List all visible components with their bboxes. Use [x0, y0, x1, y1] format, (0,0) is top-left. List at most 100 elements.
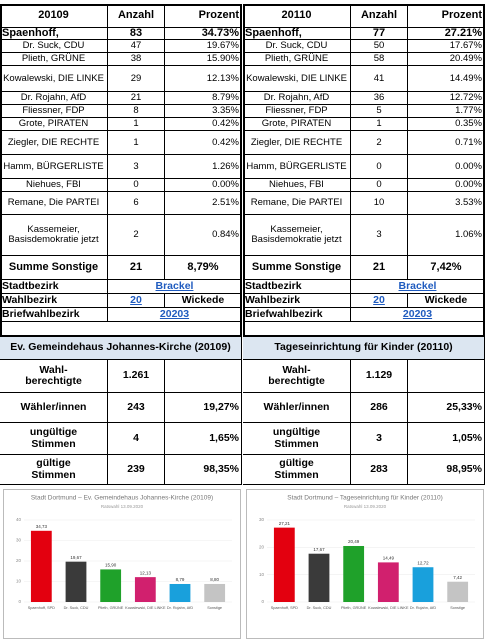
- info-label: Stadtbezirk: [243, 280, 351, 294]
- candidate-cell: Spaenhoff,: [243, 28, 351, 40]
- stat-cell: gültige Stimmen: [0, 455, 108, 485]
- info-link[interactable]: 20: [108, 294, 165, 308]
- candidate-cell: Plieth, GRÜNE: [243, 53, 351, 66]
- stat-cell: 243: [108, 393, 165, 423]
- candidate-cell: 6: [108, 192, 165, 215]
- candidate-cell: Ziegler, DIE RECHTE: [243, 131, 351, 155]
- candidate-cell: Niehues, FBI: [0, 179, 108, 192]
- candidate-cell: 1: [351, 118, 408, 131]
- candidate-cell: 5: [351, 105, 408, 118]
- sum-cell: 21: [351, 256, 408, 280]
- blank-row: [0, 322, 242, 336]
- info-label: Stadtbezirk: [0, 280, 108, 294]
- section-title: Ev. Gemeindehaus Johannes-Kirche (20109): [0, 337, 242, 360]
- candidate-cell: Fliessner, FDP: [0, 105, 108, 118]
- stat-cell: [408, 360, 485, 393]
- bar: [377, 562, 399, 602]
- value-label: 17,67: [313, 547, 325, 552]
- header-cell: Anzahl: [351, 5, 408, 28]
- candidate-cell: Grote, PIRATEN: [243, 118, 351, 131]
- info-link[interactable]: 20: [351, 294, 408, 308]
- info-value: Wickede: [165, 294, 242, 308]
- value-label: 27,21: [279, 521, 291, 526]
- stat-cell: 1,05%: [408, 423, 485, 455]
- value-label: 12,72: [417, 560, 429, 565]
- bar: [412, 567, 434, 602]
- stat-cell: 283: [351, 455, 408, 485]
- x-tick-label: Dr. Rojahn, AfD: [410, 606, 436, 610]
- candidate-cell: Dr. Suck, CDU: [243, 40, 351, 53]
- candidate-cell: Kowalewski, DIE LINKE: [0, 66, 108, 92]
- candidate-cell: 83: [108, 28, 165, 40]
- value-label: 34,73: [36, 524, 48, 529]
- x-tick-label: Dr. Rojahn, AfD: [167, 606, 193, 610]
- candidate-cell: Hamm, BÜRGERLISTE: [0, 155, 108, 179]
- candidate-cell: 15.90%: [165, 53, 242, 66]
- info-label: Briefwahlbezirk: [0, 308, 108, 322]
- y-tick-label: 30: [16, 538, 22, 543]
- x-tick-label: Dr. Suck, CDU: [64, 606, 89, 610]
- value-label: 8,79: [176, 577, 185, 582]
- stat-cell: 19,27%: [165, 393, 242, 423]
- candidate-cell: 0.35%: [408, 118, 485, 131]
- header-cell: 20109: [0, 5, 108, 28]
- x-tick-label: Plieth, GRÜNE: [98, 606, 124, 610]
- candidate-cell: Hamm, BÜRGERLISTE: [243, 155, 351, 179]
- info-link[interactable]: Brackel: [351, 280, 485, 294]
- sum-cell: 7,42%: [408, 256, 485, 280]
- candidate-cell: 2: [108, 215, 165, 256]
- stat-cell: Wahl- berechtigte: [0, 360, 108, 393]
- y-tick-label: 10: [16, 579, 22, 584]
- value-label: 8,80: [210, 577, 219, 582]
- y-tick-label: 30: [259, 517, 265, 522]
- stat-cell: 286: [351, 393, 408, 423]
- candidate-cell: 20.49%: [408, 53, 485, 66]
- info-label: Wahlbezirk: [243, 294, 351, 308]
- candidate-cell: 50: [351, 40, 408, 53]
- stat-cell: 25,33%: [408, 393, 485, 423]
- header-cell: Prozent: [165, 5, 242, 28]
- y-tick-label: 10: [259, 572, 265, 577]
- stat-cell: 98,35%: [165, 455, 242, 485]
- blank-row: [243, 322, 485, 336]
- candidate-cell: 0.00%: [408, 179, 485, 192]
- bar: [273, 527, 295, 602]
- candidate-cell: 2.51%: [165, 192, 242, 215]
- stat-cell: 1.261: [108, 360, 165, 393]
- candidate-cell: 77: [351, 28, 408, 40]
- y-tick-label: 0: [261, 599, 264, 604]
- stat-cell: 3: [351, 423, 408, 455]
- candidate-cell: 0: [108, 179, 165, 192]
- info-value: Wickede: [408, 294, 485, 308]
- candidate-cell: 8: [108, 105, 165, 118]
- bar: [447, 581, 469, 602]
- chart: Stadt Dortmund – Tageseinrichtung für Ki…: [246, 489, 484, 639]
- candidate-cell: Niehues, FBI: [243, 179, 351, 192]
- y-tick-label: 0: [18, 599, 21, 604]
- stat-cell: 98,95%: [408, 455, 485, 485]
- candidate-cell: 29: [108, 66, 165, 92]
- x-tick-label: Kowalewski, DIE LINKE: [368, 606, 409, 610]
- stat-cell: gültige Stimmen: [243, 455, 351, 485]
- info-link[interactable]: 20203: [351, 308, 485, 322]
- value-label: 15,90: [105, 563, 117, 568]
- bar: [30, 530, 52, 602]
- candidate-cell: 3.53%: [408, 192, 485, 215]
- stat-cell: ungültige Stimmen: [0, 423, 108, 455]
- candidate-cell: 1.26%: [165, 155, 242, 179]
- chart-title: Stadt Dortmund – Ev. Gemeindehaus Johann…: [31, 495, 213, 502]
- x-tick-label: Spaenhoff, SPD: [271, 606, 298, 610]
- info-link[interactable]: 20203: [108, 308, 242, 322]
- stat-cell: [165, 360, 242, 393]
- candidate-cell: Dr. Rojahn, AfD: [243, 92, 351, 105]
- candidate-cell: 19.67%: [165, 40, 242, 53]
- info-label: Wahlbezirk: [0, 294, 108, 308]
- candidate-cell: 34.73%: [165, 28, 242, 40]
- stat-cell: Wähler/innen: [243, 393, 351, 423]
- sum-cell: 21: [108, 256, 165, 280]
- x-tick-label: Kowalewski, DIE LINKE: [125, 606, 166, 610]
- bar: [204, 583, 226, 602]
- candidate-cell: 0: [351, 155, 408, 179]
- info-link[interactable]: Brackel: [108, 280, 242, 294]
- value-label: 12,13: [140, 570, 152, 575]
